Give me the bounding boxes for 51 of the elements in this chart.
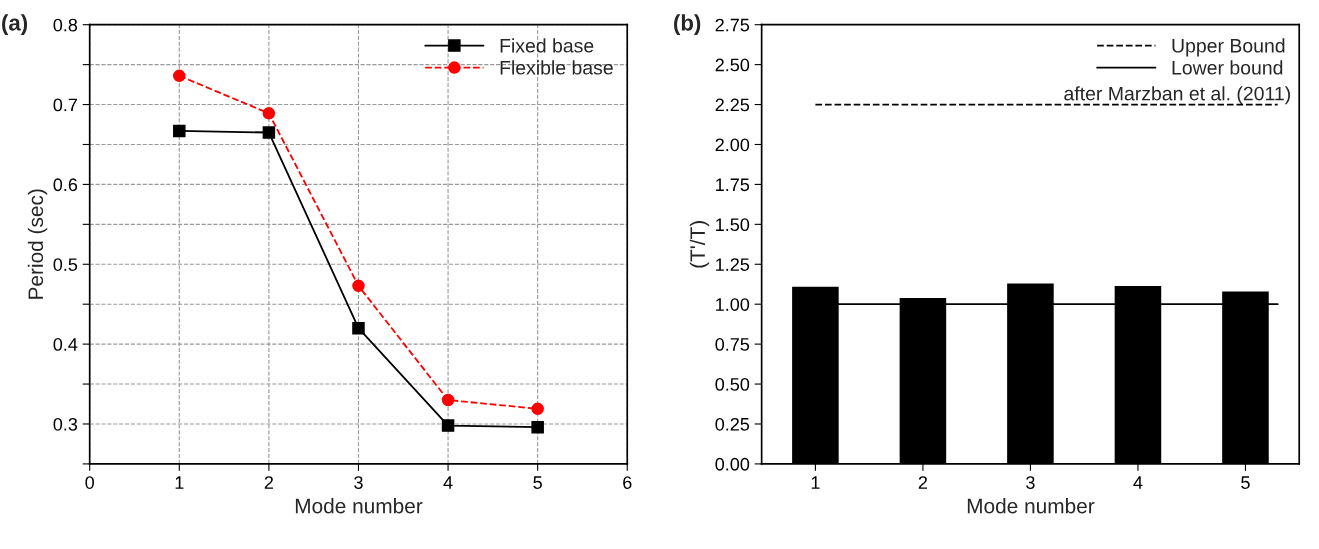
point	[262, 126, 276, 139]
annotation: after Marzban et al. (2011)	[1064, 86, 1290, 105]
x-tick-label: 5	[533, 476, 542, 489]
legend-label: Lower bound	[1172, 60, 1283, 75]
point	[262, 107, 276, 120]
x-tick-label: 5	[1241, 476, 1250, 489]
y-tick-label: 0.8	[53, 18, 78, 32]
y-axis-title: (T'/T)	[689, 221, 710, 268]
y-tick-label: 1.50	[716, 218, 750, 232]
point	[173, 124, 186, 138]
y-tick-label: 0.25	[715, 417, 750, 431]
y-tick-label: 0.4	[53, 338, 78, 351]
y-tick-label: 0.75	[715, 338, 750, 351]
x-tick-label: 4	[1133, 476, 1143, 489]
legend-label: Fixed base	[500, 38, 594, 53]
x-tick-label: 1	[175, 476, 184, 489]
x-tick-label: 6	[623, 476, 632, 489]
x-tick-label: 2	[264, 476, 273, 489]
y-tick-label: 2.75	[715, 18, 750, 32]
y-tick-label: 0.7	[53, 98, 77, 112]
x-axis-title: Mode number	[967, 498, 1095, 514]
y-tick-label: 1.00	[716, 298, 750, 311]
x-tick-label: 2	[918, 476, 928, 489]
point	[352, 279, 365, 293]
point	[531, 420, 544, 434]
y-tick-label: 2.50	[715, 58, 750, 72]
y-tick-label: 0.5	[53, 258, 78, 271]
y-tick-label: 1.25	[716, 258, 750, 271]
chart-title: (b)	[674, 14, 701, 36]
legend-label: Flexible base	[500, 60, 613, 75]
point	[441, 419, 455, 432]
y-axis-title: Period (sec)	[27, 189, 48, 299]
y-tick-label: 0.00	[715, 457, 750, 471]
x-tick-label: 3	[1026, 476, 1035, 489]
point	[352, 321, 365, 335]
x-tick-label: 4	[443, 476, 453, 489]
x-tick-label: 0	[85, 476, 95, 489]
point	[173, 69, 186, 83]
x-axis-title: Mode number	[295, 498, 423, 514]
x-tick-label: 1	[811, 476, 820, 489]
chart-title: (a)	[2, 14, 28, 36]
y-tick-label: 0.3	[53, 417, 78, 431]
y-tick-label: 2.25	[715, 98, 750, 112]
y-tick-label: 2.00	[715, 138, 750, 152]
x-tick-label: 3	[354, 476, 363, 489]
y-tick-label: 0.50	[715, 377, 750, 391]
legend-label: Upper Bound	[1172, 38, 1285, 57]
point	[441, 393, 455, 407]
point	[531, 402, 544, 416]
y-tick-label: 1.75	[716, 178, 750, 192]
y-tick-label: 0.6	[53, 178, 78, 192]
